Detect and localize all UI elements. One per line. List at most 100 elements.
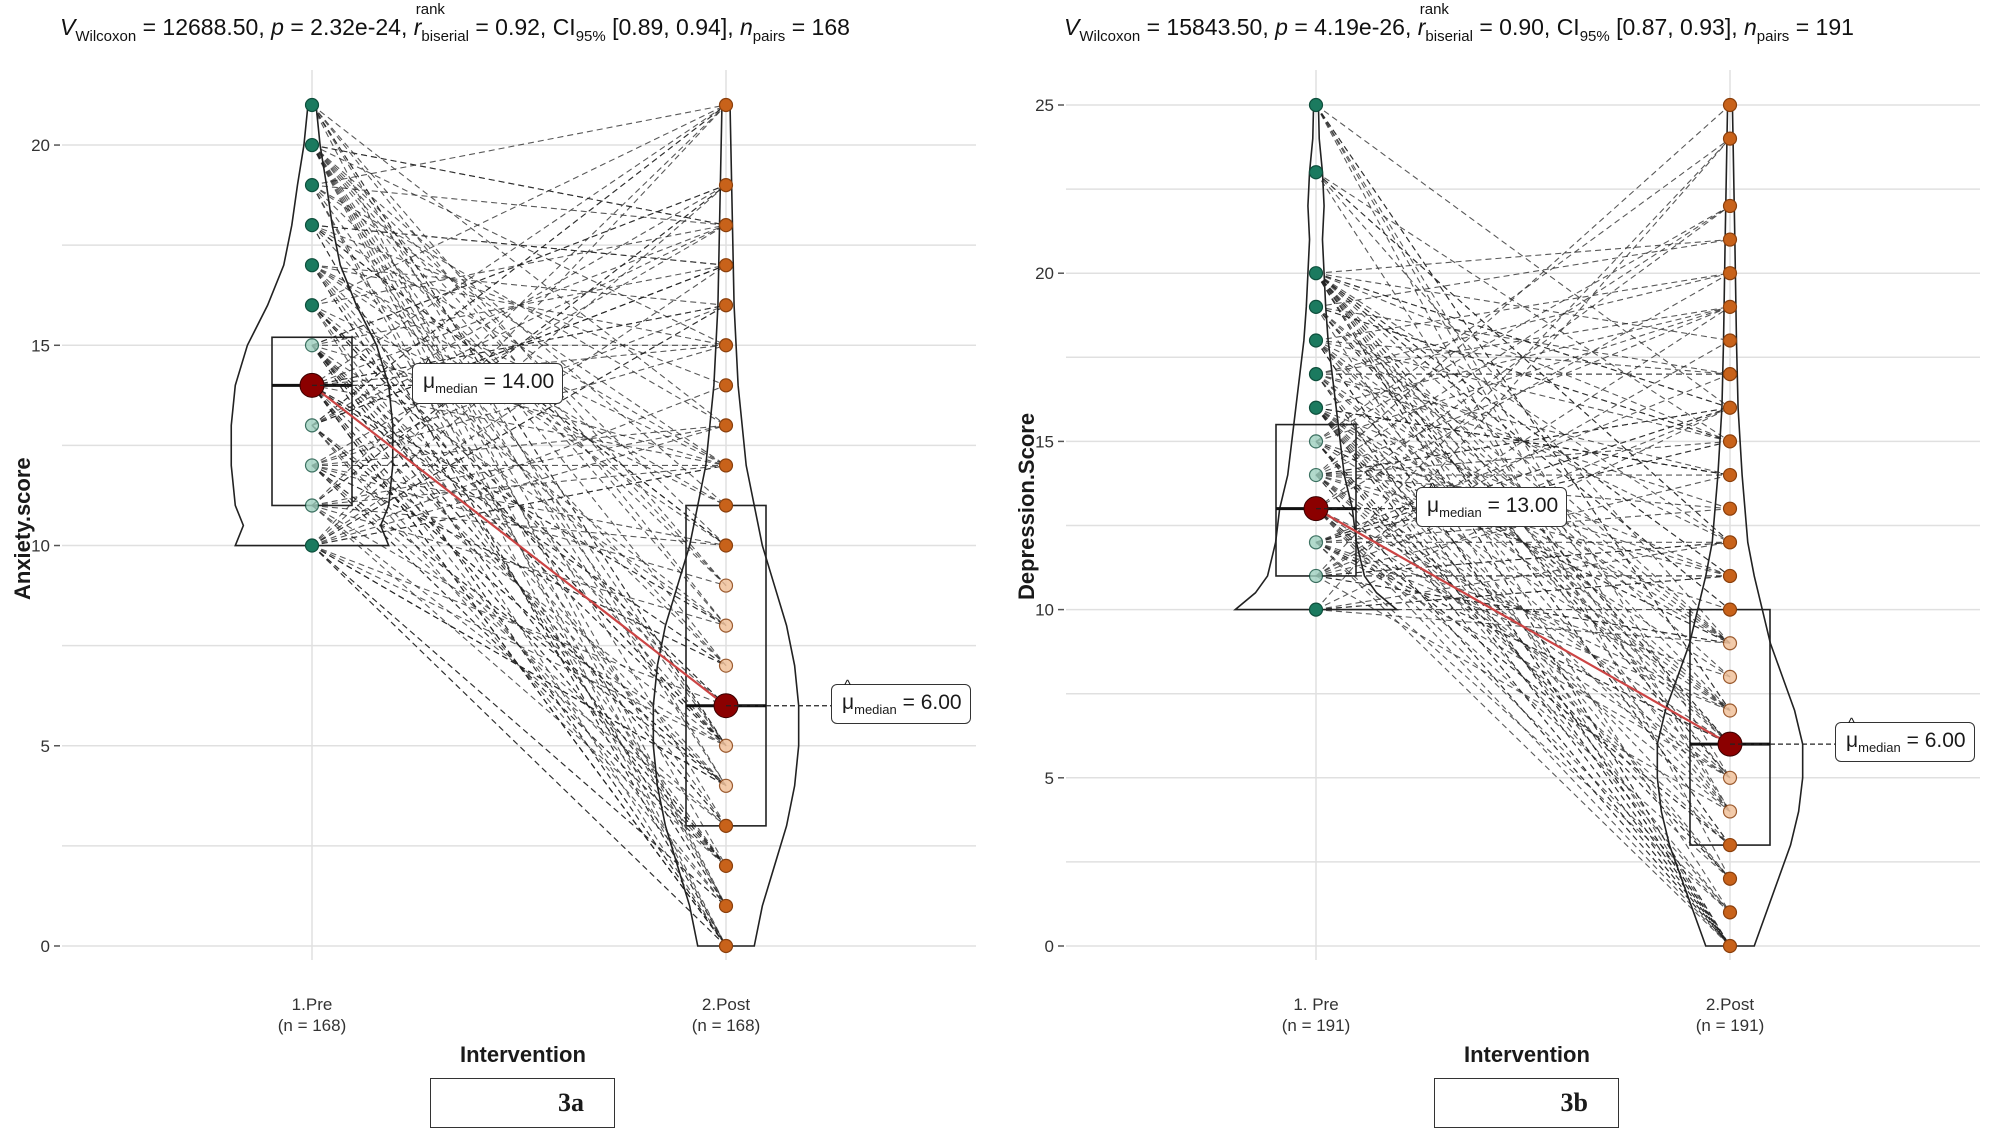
post-point <box>718 618 734 633</box>
pair-line <box>1315 306 1731 442</box>
pair-line <box>311 384 727 667</box>
pre-point <box>1308 266 1324 281</box>
pair-line <box>311 184 727 586</box>
pair-line <box>1315 508 1731 846</box>
pre-point <box>1308 535 1324 550</box>
y-axis-title: Depression.Score <box>1014 412 1039 600</box>
y-tick-label: 5 <box>1045 769 1054 788</box>
pair-line <box>311 464 727 667</box>
post-point <box>718 898 734 914</box>
post-point <box>718 418 734 433</box>
y-tick-label: 10 <box>1035 601 1054 620</box>
x-tick-count: (n = 168) <box>278 1016 347 1035</box>
pair-line <box>311 385 727 947</box>
post-point <box>718 298 734 313</box>
pair-line <box>311 104 727 306</box>
pair-line <box>1315 272 1731 812</box>
post-point <box>718 538 734 553</box>
pair-line <box>1315 508 1731 947</box>
y-axis-title: Anxiety.score <box>10 457 35 600</box>
y-axis: 0 5 10 15 20 <box>31 136 60 956</box>
pre-point <box>1308 165 1324 180</box>
pair-line <box>1315 272 1731 409</box>
pair-line <box>1315 272 1731 577</box>
pre-point <box>304 498 320 513</box>
median-connector <box>1315 507 1731 746</box>
pair-line <box>1315 171 1731 442</box>
pair-line <box>311 304 727 867</box>
post-point <box>1722 804 1738 819</box>
pair-line <box>311 104 727 586</box>
chart-panel-a: VWilcoxon = 12688.50, p = 2.32e-24, rank… <box>0 0 1004 1130</box>
post-point <box>1722 467 1738 483</box>
y-tick-label: 0 <box>1045 937 1054 956</box>
post-point <box>1722 568 1738 584</box>
pair-line <box>311 104 727 506</box>
y-tick-label: 0 <box>41 937 50 956</box>
pair-line <box>311 224 727 386</box>
pair-line <box>1315 104 1731 879</box>
post-point <box>1722 232 1738 247</box>
x-tick-count: (n = 191) <box>1696 1016 1765 1035</box>
pair-line <box>311 505 727 867</box>
x-axis-title: Intervention <box>1464 1042 1590 1067</box>
pre-point <box>304 418 320 433</box>
post-point <box>718 338 734 353</box>
post-point <box>1722 770 1738 785</box>
pair-line <box>311 264 727 667</box>
pre-point <box>1308 97 1324 113</box>
pair-line <box>311 104 727 186</box>
pair-line <box>1315 306 1731 644</box>
post-point <box>1722 131 1738 146</box>
pair-line <box>1315 272 1731 846</box>
pair-line <box>1315 171 1731 644</box>
pre-point <box>1308 467 1324 483</box>
pair-line <box>311 545 727 947</box>
pair-line <box>1315 306 1731 476</box>
median-connector <box>311 384 727 707</box>
pair-line <box>1315 205 1731 510</box>
post-point <box>1722 535 1738 550</box>
post-point <box>718 938 734 954</box>
post-point <box>1722 905 1738 920</box>
stat-summary: VWilcoxon = 15843.50, p = 4.19e-26, rank… <box>1064 1 1854 45</box>
y-axis: 0 5 10 15 20 25 <box>1035 96 1064 956</box>
pair-line <box>311 424 727 747</box>
pair-line <box>1315 171 1731 543</box>
pair-line <box>1315 541 1731 913</box>
pair-line <box>1315 272 1731 442</box>
pair-line <box>1315 441 1731 947</box>
pair-line <box>1315 272 1731 644</box>
pair-line <box>311 464 727 787</box>
pair-line <box>311 144 727 667</box>
pair-line <box>1315 373 1731 745</box>
x-tick-count: (n = 168) <box>692 1016 761 1035</box>
pair-line <box>311 344 727 827</box>
post-point <box>718 818 734 833</box>
post-point <box>1722 434 1738 449</box>
post-point <box>1722 266 1738 281</box>
pair-line <box>311 144 727 226</box>
paired-lines <box>311 104 727 947</box>
pre-point <box>304 137 320 153</box>
x-axis: 1.Pre (n = 168) 2.Post (n = 168) <box>278 995 761 1035</box>
pair-line <box>1315 373 1731 880</box>
post-point <box>718 778 734 793</box>
data-points <box>304 97 734 954</box>
pair-line <box>311 144 727 787</box>
pre-point <box>1308 299 1324 314</box>
post-point <box>1722 669 1738 684</box>
pair-line <box>1315 474 1731 846</box>
post-point <box>718 458 734 473</box>
panel-label: 3a <box>430 1078 615 1128</box>
post-point <box>718 738 734 753</box>
pre-point <box>304 538 320 553</box>
post-point <box>718 378 734 393</box>
pre-point <box>304 218 320 233</box>
pair-line <box>311 504 727 627</box>
post-point <box>1722 602 1738 617</box>
pair-line <box>311 384 727 907</box>
pair-line <box>311 104 727 386</box>
pair-line <box>1315 407 1731 812</box>
pre-point <box>304 298 320 313</box>
